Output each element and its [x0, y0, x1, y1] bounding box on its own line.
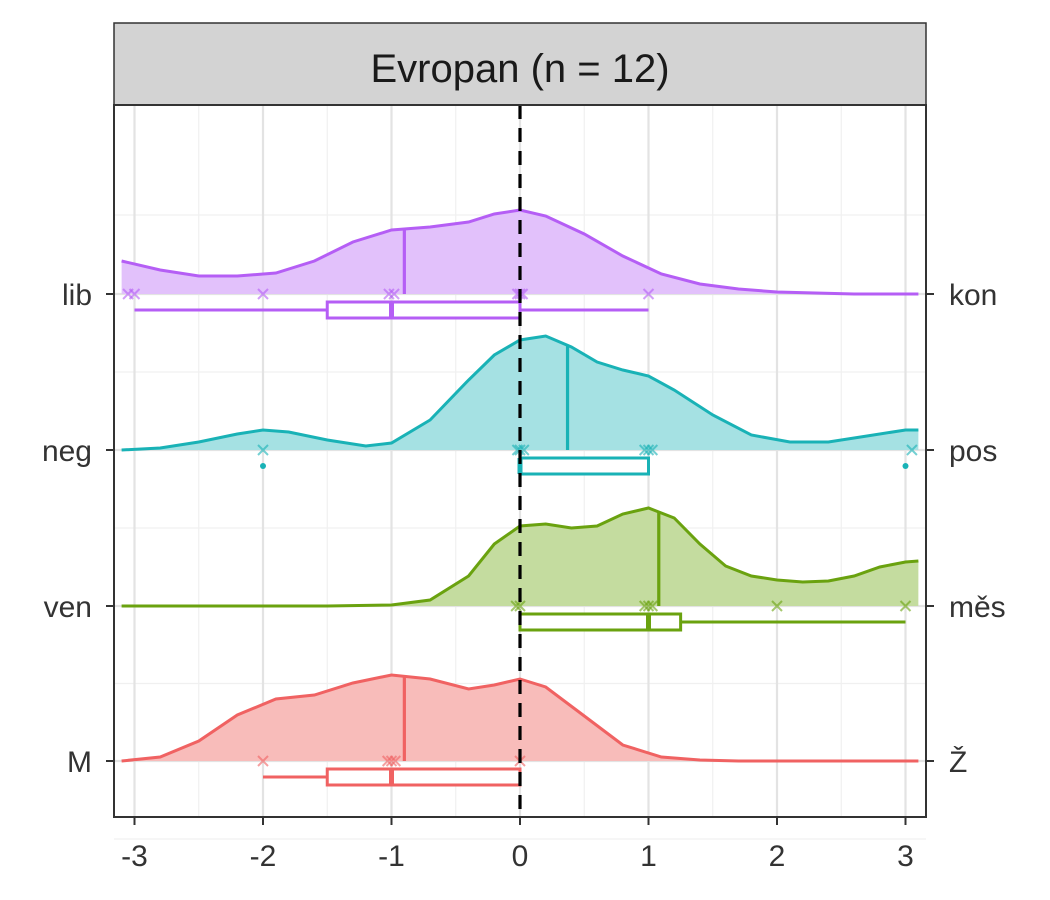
x-tick-label: -2	[250, 840, 277, 873]
data-point	[642, 600, 655, 612]
data-point	[642, 288, 655, 300]
data-point-stroke	[514, 600, 526, 612]
data-point-stroke	[771, 600, 783, 612]
x-tick-label: 3	[897, 840, 914, 873]
data-point	[899, 600, 912, 612]
box-iqr	[325, 300, 522, 320]
y-right-label: Ž	[949, 746, 967, 779]
outlier-point	[902, 463, 909, 469]
y-left-label: ven	[44, 591, 92, 624]
data-point	[771, 600, 783, 612]
outlier-point	[260, 463, 266, 469]
data-point	[385, 755, 398, 767]
data-point	[389, 755, 402, 767]
data-point	[388, 288, 400, 300]
axes: -3 -2 -1 0 1 2 3 lib kon neg pos ven měs M Ž	[42, 279, 1006, 873]
data-point-stroke	[257, 444, 269, 456]
x-tick-label: 1	[640, 840, 657, 873]
facet-strip	[113, 22, 927, 106]
data-point-stroke	[646, 444, 659, 456]
y-right-label: kon	[949, 279, 997, 312]
data-point	[257, 444, 269, 456]
data-point-stroke	[385, 755, 398, 767]
data-point	[257, 755, 269, 767]
x-tick-label: 2	[769, 840, 786, 873]
data-point-stroke	[388, 288, 400, 300]
y-right-label: měs	[949, 591, 1006, 624]
ridge-ven	[121, 506, 919, 632]
data-point-stroke	[257, 288, 269, 300]
box-iqr	[325, 767, 522, 787]
x-tick-label: -1	[378, 840, 405, 873]
data-point	[128, 288, 141, 300]
data-point	[646, 600, 659, 612]
density-line	[121, 506, 919, 608]
data-point	[514, 600, 526, 612]
data-point-stroke	[389, 755, 402, 767]
data-point-stroke	[642, 288, 655, 300]
data-point	[257, 288, 269, 300]
data-point	[383, 288, 395, 300]
box-iqr	[518, 612, 683, 632]
density-line	[121, 334, 919, 452]
facet-title: Evropan (n = 12)	[370, 47, 669, 91]
y-left-label: M	[67, 746, 92, 779]
y-left-label: neg	[42, 435, 92, 468]
data-point-stroke	[128, 288, 141, 300]
density-area	[121, 508, 919, 606]
ridge-M	[121, 673, 919, 787]
data-point-stroke	[510, 600, 522, 612]
data-point-stroke	[899, 600, 912, 612]
data-point-stroke	[383, 288, 395, 300]
y-left-label: lib	[62, 279, 92, 312]
density-area	[121, 675, 919, 761]
data-point	[642, 444, 655, 456]
x-tick-label: -3	[121, 840, 148, 873]
data-point	[510, 600, 522, 612]
data-point	[646, 444, 659, 456]
y-right-label: pos	[949, 435, 997, 468]
data-point-stroke	[646, 600, 659, 612]
data-point	[906, 444, 918, 456]
density-line	[121, 208, 919, 296]
data-point-stroke	[257, 755, 269, 767]
data-point-stroke	[906, 444, 918, 456]
x-tick-label: 0	[512, 840, 529, 873]
data-point-stroke	[642, 444, 655, 456]
data-point-stroke	[642, 600, 655, 612]
box-iqr	[518, 456, 650, 476]
density-line	[121, 673, 919, 763]
